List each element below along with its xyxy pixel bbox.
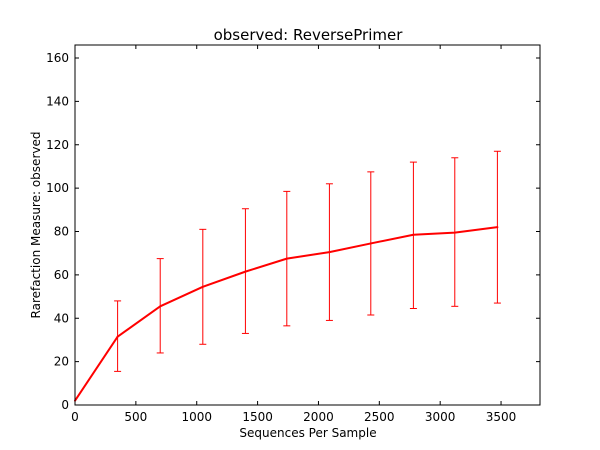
y-tick-label: 100 bbox=[46, 181, 69, 195]
data-point bbox=[412, 233, 415, 236]
data-point bbox=[369, 242, 372, 245]
data-point bbox=[285, 257, 288, 260]
y-tick-label: 40 bbox=[54, 311, 69, 325]
x-tick-label: 500 bbox=[124, 410, 147, 424]
y-tick-label: 140 bbox=[46, 94, 69, 108]
error-bars bbox=[114, 150, 501, 372]
plot-frame bbox=[74, 44, 541, 406]
y-axis-label: Rarefaction Measure: observed bbox=[29, 132, 43, 319]
x-axis-ticks: 0 500 1000 1500 2000 2500 3000 3500 bbox=[71, 45, 516, 424]
chart-title: observed: ReversePrimer bbox=[214, 26, 404, 44]
x-tick-label: 3500 bbox=[486, 410, 517, 424]
y-tick-label: 120 bbox=[46, 138, 69, 152]
x-tick-label: 1000 bbox=[181, 410, 212, 424]
y-axis-ticks: 0 20 40 60 80 100 120 140 160 bbox=[46, 51, 540, 412]
y-tick-label: 60 bbox=[54, 268, 69, 282]
y-tick-label: 160 bbox=[46, 51, 69, 65]
y-tick-label: 80 bbox=[54, 225, 69, 239]
x-tick-label: 2500 bbox=[364, 410, 395, 424]
x-tick-label: 2000 bbox=[303, 410, 334, 424]
data-point bbox=[201, 285, 204, 288]
data-point bbox=[116, 335, 119, 338]
data-point bbox=[453, 231, 456, 234]
x-axis-label: Sequences Per Sample bbox=[239, 426, 376, 440]
data-point bbox=[159, 305, 162, 308]
series-layer bbox=[74, 226, 499, 402]
y-tick-label: 0 bbox=[61, 398, 69, 412]
series-line bbox=[74, 226, 498, 402]
x-tick-label: 3000 bbox=[425, 410, 456, 424]
y-tick-label: 20 bbox=[54, 355, 69, 369]
data-point bbox=[328, 251, 331, 254]
x-tick-label: 0 bbox=[71, 410, 79, 424]
x-tick-label: 1500 bbox=[242, 410, 273, 424]
data-point bbox=[244, 270, 247, 273]
data-point bbox=[496, 226, 499, 229]
